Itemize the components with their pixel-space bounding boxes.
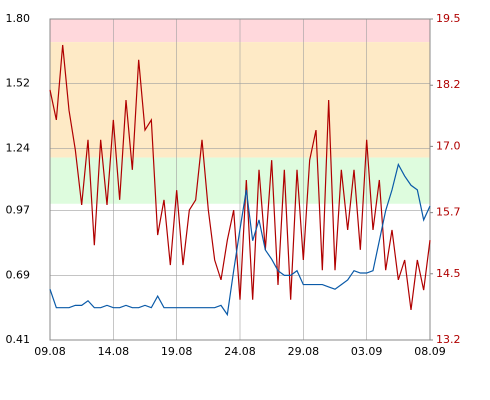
y-tick-label: 1.24 bbox=[6, 141, 31, 154]
y2-tick-label: 19.5 bbox=[436, 12, 461, 25]
x-tick-label: 19.08 bbox=[161, 345, 193, 358]
y-tick-label: 1.52 bbox=[6, 77, 31, 90]
y2-tick-label: 17.0 bbox=[436, 139, 461, 152]
y2-tick-label: 18.2 bbox=[436, 78, 461, 91]
y2-tick-label: 15.7 bbox=[436, 206, 461, 219]
series-line bbox=[49, 162, 431, 317]
x-tick-label: 08.09 bbox=[414, 345, 446, 358]
plot-border bbox=[49, 18, 431, 341]
y-tick-label: 0.97 bbox=[6, 204, 31, 217]
y2-tick-label: 14.5 bbox=[436, 267, 461, 280]
y-tick-label: 0.69 bbox=[6, 268, 31, 281]
y-tick-label: 0.41 bbox=[6, 333, 31, 346]
series-line bbox=[49, 44, 431, 311]
y2-tick-label: 13.2 bbox=[436, 333, 461, 346]
x-tick-label: 09.08 bbox=[34, 345, 66, 358]
x-tick-label: 14.08 bbox=[98, 345, 130, 358]
y-tick-label: 1.80 bbox=[6, 12, 31, 25]
x-tick-label: 03.09 bbox=[351, 345, 383, 358]
x-tick-label: 24.08 bbox=[224, 345, 256, 358]
x-tick-label: 29.08 bbox=[288, 345, 320, 358]
